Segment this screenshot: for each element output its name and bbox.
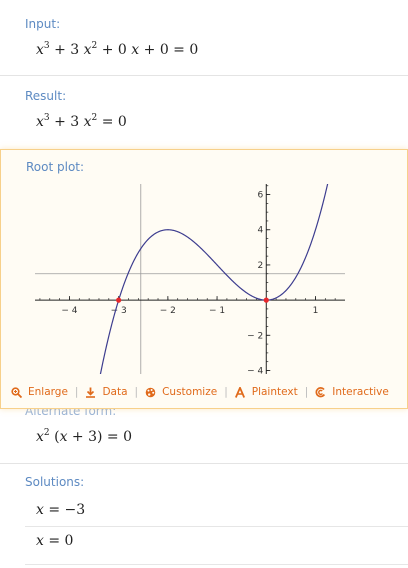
y-tick-label: 6: [258, 191, 264, 201]
result-title: Result:: [25, 89, 67, 103]
y-tick-label: 2: [258, 261, 264, 271]
root-plot-chart: − 4 − 3 − 2 − 1 1 − 4 − 2 2 4 6: [35, 184, 345, 374]
y-tick-label: − 4: [247, 366, 263, 374]
x-tick-label: − 1: [209, 306, 225, 316]
x-tick-label: 1: [313, 306, 319, 316]
x-tick-label: − 2: [160, 306, 176, 316]
toolbar-separator: |: [224, 386, 228, 398]
customize-label: Customize: [162, 386, 218, 398]
palette-icon: [145, 387, 156, 398]
solutions-title: Solutions:: [25, 475, 85, 489]
solution-divider: [25, 564, 408, 565]
input-pod: Input: x3 + 3 x2 + 0 x + 0 = 0: [0, 0, 408, 76]
root-plot-title: Root plot:: [26, 160, 85, 174]
toolbar-separator: |: [74, 386, 79, 398]
result-pod: Result: x3 + 3 x2 = 0: [0, 76, 408, 149]
solution-row: x = −3: [36, 502, 86, 518]
interactive-label: Interactive: [332, 386, 389, 398]
input-equation: x3 + 3 x2 + 0 x + 0 = 0: [36, 41, 199, 59]
text-a-icon: [234, 385, 245, 398]
root-plot-pod[interactable]: Root plot: − 4 − 3 − 2 − 1 1 − 4 − 2 2 4 6 Enlarg…: [0, 149, 408, 409]
enlarge-label: Enlarge: [28, 386, 68, 398]
pod-toolbar: Enlarge | Data | Customize | Plaintext |: [11, 385, 389, 398]
solution-divider: [25, 526, 408, 527]
data-button[interactable]: Data: [85, 386, 128, 398]
enlarge-button[interactable]: Enlarge: [11, 386, 68, 398]
toolbar-separator: |: [304, 386, 309, 398]
data-label: Data: [102, 386, 128, 398]
result-equation: x3 + 3 x2 = 0: [36, 113, 127, 131]
root-point: [263, 297, 269, 303]
y-tick-label: − 2: [247, 331, 263, 341]
root-point: [116, 297, 122, 303]
toolbar-separator: |: [134, 386, 139, 398]
function-curve: [99, 184, 329, 374]
y-tick-label: 4: [258, 226, 264, 236]
plaintext-button[interactable]: Plaintext: [234, 385, 298, 398]
interactive-swirl-icon: [315, 386, 326, 398]
x-tick-label: − 4: [61, 306, 77, 316]
alternate-form-pod: Alternate form: x2 (x + 3) = 0: [0, 404, 408, 464]
plaintext-label: Plaintext: [251, 386, 298, 398]
alternate-form-equation: x2 (x + 3) = 0: [36, 428, 133, 446]
download-icon: [85, 387, 96, 398]
magnifier-icon: [11, 386, 23, 398]
x-tick-label: − 3: [111, 306, 127, 316]
input-title: Input:: [25, 17, 61, 31]
solution-row: x = 0: [36, 533, 74, 549]
interactive-button[interactable]: Interactive: [315, 386, 389, 398]
solutions-pod: Solutions: x = −3 x = 0: [0, 464, 408, 568]
customize-button[interactable]: Customize: [145, 386, 217, 398]
